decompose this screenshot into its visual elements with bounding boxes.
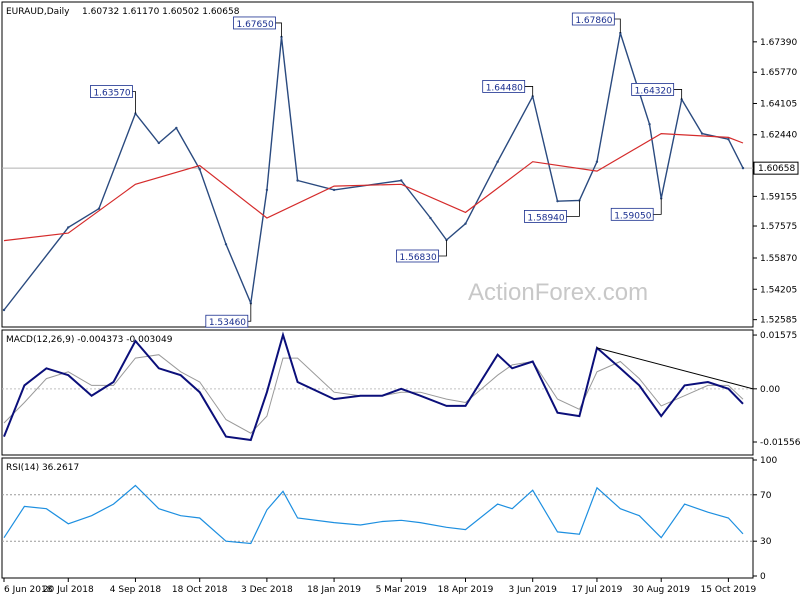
annotation-box [524,210,567,223]
price-point [464,222,467,225]
annotation-leader [132,91,136,114]
x-tick-label: 18 Apr 2019 [438,585,494,595]
price-point [67,226,70,229]
watermark: ActionForex.com [468,279,648,306]
rsi-panel-frame [1,457,754,579]
x-tick-label: 5 Mar 2019 [376,585,428,595]
price-point [648,123,651,126]
current-price-badge [753,161,799,175]
annotation-leader [247,303,252,322]
price-point [198,168,201,171]
price-panel-title: EURAUD,Daily [6,7,70,17]
price-point [296,179,299,182]
annotation-label: 1.58940 [527,213,564,223]
current-price-label: 1.60658 [758,164,795,174]
annotation-label: 1.67650 [236,20,273,30]
annotation-leader [566,200,580,217]
price-y-tick-label: 1.65770 [760,68,797,78]
axis-layer: 1.673901.657701.641051.624401.607751.591… [3,38,800,595]
rsi-y-tick-label: 0 [760,572,766,582]
price-point [741,166,745,170]
annotation-leader [524,86,534,97]
rsi-layer [2,484,753,545]
rsi-y-tick-label: 100 [760,456,777,466]
price-y-tick-label: 1.57575 [760,222,797,232]
price-y-tick-label: 1.54205 [760,285,797,295]
price-point [2,308,6,312]
x-tick-label: 17 Jul 2019 [571,585,622,595]
moving-average-line [3,132,744,242]
price-point [727,138,730,141]
macd-trendline [596,347,754,390]
price-point [249,302,253,305]
annotation-box [205,314,249,328]
annotation-label: 1.53460 [209,318,246,328]
price-y-tick-label: 1.55870 [760,254,797,264]
price-point [134,112,137,115]
annotation-box [396,249,439,263]
macd-layer [2,331,754,442]
rsi-line [3,484,744,545]
price-point [332,188,336,192]
annotation-box [482,80,526,93]
annotation-label: 1.59050 [614,211,651,221]
price-point [429,216,432,220]
annotation-box [571,12,615,26]
annotation-leader [673,89,683,100]
annotation-box [631,83,675,96]
macd-y-tick-label: 0.01575 [760,331,797,341]
macd-panel-frame [1,329,754,456]
price-y-tick-label: 1.64105 [760,99,797,109]
annotation-label: 1.64480 [486,83,523,93]
price-point [680,98,683,101]
price-point [175,126,178,130]
rsi-y-tick-label: 30 [760,537,772,547]
annotation-leader [275,22,282,37]
price-point [97,207,101,210]
price-point [224,243,228,246]
annotation-label: 1.56830 [400,253,437,263]
price-point [595,160,599,163]
rsi-y-tick-label: 70 [760,491,772,501]
price-point [265,188,269,192]
macd-main-line [3,331,744,442]
price-point [157,141,161,145]
price-point [496,160,499,163]
price-layer: 1.63570 1.67650 1.53460 1.56830 1.64480 1.589… [2,12,753,328]
x-tick-label: 18 Oct 2018 [172,585,228,595]
price-point [400,179,403,182]
x-tick-label: 6 Jun 2018 [4,585,53,595]
annotation-leader [438,239,447,257]
x-tick-label: 18 Jan 2019 [307,585,361,595]
price-y-tick-label: 1.52585 [760,316,797,326]
annotation-label: 1.64320 [635,86,672,96]
price-y-tick-label: 1.59155 [760,192,797,202]
price-y-tick-label: 1.67390 [760,38,797,48]
x-tick-label: 15 Oct 2019 [701,585,757,595]
rsi-panel-title: RSI(14) 36.2617 [6,463,79,473]
price-y-tick-label: 1.62440 [760,131,797,141]
price-ohlc-readout: 1.60732 1.61170 1.60502 1.60658 [82,7,240,17]
annotation-leader [614,18,621,34]
x-tick-label: 4 Sep 2018 [110,585,162,595]
macd-y-tick-label: -0.015568 [760,438,800,448]
annotation-box [610,207,654,221]
price-point [700,132,704,135]
annotation-label: 1.67860 [575,16,612,26]
x-tick-label: 30 Aug 2019 [632,585,690,595]
annotation-label: 1.63570 [93,89,130,99]
price-point [531,95,534,98]
annotation-box [233,16,276,30]
annotation-leader [653,198,662,215]
x-tick-label: 3 Dec 2018 [241,585,293,595]
price-point [556,199,559,203]
x-tick-label: 20 Jul 2018 [43,585,94,595]
macd-panel-title: MACD(12,26,9) -0.004373 -0.003049 [6,335,173,345]
annotation-box [90,85,133,98]
x-tick-label: 3 Jun 2019 [508,585,557,595]
macd-y-tick-label: 0.00 [760,385,780,395]
